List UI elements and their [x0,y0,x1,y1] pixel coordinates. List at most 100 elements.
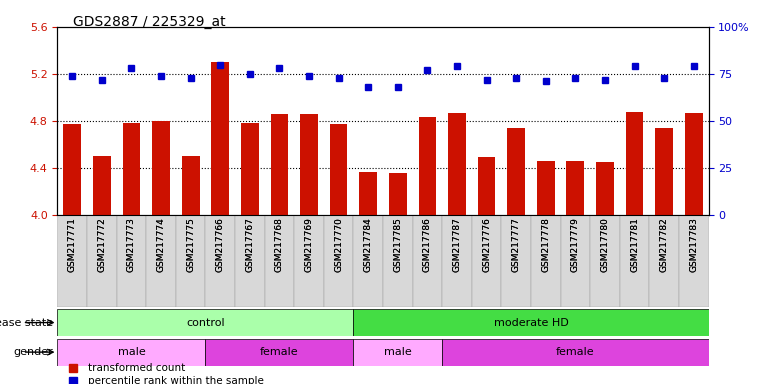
Bar [537,161,555,215]
Bar [152,121,170,215]
Text: GSM217779: GSM217779 [571,217,580,272]
Bar [264,215,294,307]
Bar [211,62,229,215]
Text: male: male [384,347,411,357]
Text: GSM217781: GSM217781 [630,217,639,272]
Bar [626,111,643,215]
Bar [478,157,496,215]
Text: GSM217783: GSM217783 [689,217,699,272]
Text: GSM217779: GSM217779 [571,217,580,272]
Bar [590,215,620,307]
Text: male: male [117,347,146,357]
Bar [57,339,205,366]
Bar [353,309,709,336]
Bar [270,114,288,215]
Bar [655,128,673,215]
Bar [413,215,442,307]
Text: GSM217777: GSM217777 [512,217,521,272]
Text: GSM217775: GSM217775 [186,217,195,272]
Bar [294,215,324,307]
Bar [507,128,525,215]
Bar [57,309,353,336]
Text: GSM217769: GSM217769 [305,217,313,272]
Text: GSM217781: GSM217781 [630,217,639,272]
Bar [567,161,584,215]
Bar [359,172,377,215]
Bar [442,215,472,307]
Bar [123,123,140,215]
Bar [353,215,383,307]
Bar [116,215,146,307]
Text: GDS2887 / 225329_at: GDS2887 / 225329_at [73,15,225,29]
Bar [57,215,87,307]
Text: female: female [556,347,594,357]
Bar [87,215,116,307]
Text: moderate HD: moderate HD [493,318,568,328]
Text: gender: gender [14,347,54,357]
Bar [64,124,81,215]
Text: GSM217775: GSM217775 [186,217,195,272]
Text: GSM217784: GSM217784 [364,217,373,271]
Text: control: control [186,318,224,328]
Bar [205,215,235,307]
Bar [241,123,259,215]
Bar [531,215,561,307]
Bar [176,215,205,307]
Text: GSM217785: GSM217785 [393,217,402,272]
Text: GSM217768: GSM217768 [275,217,284,272]
Text: GSM217768: GSM217768 [275,217,284,272]
Bar [472,215,502,307]
Text: GSM217786: GSM217786 [423,217,432,272]
Text: GSM217778: GSM217778 [542,217,550,272]
Text: GSM217777: GSM217777 [512,217,521,272]
Bar [353,339,442,366]
Text: GSM217771: GSM217771 [67,217,77,272]
Text: GSM217782: GSM217782 [660,217,669,271]
Text: GSM217772: GSM217772 [97,217,106,271]
Text: GSM217776: GSM217776 [482,217,491,272]
Bar [93,156,111,215]
Text: female: female [260,347,299,357]
Bar [418,118,437,215]
Bar [685,113,702,215]
Text: GSM217774: GSM217774 [156,217,165,271]
Bar [182,156,199,215]
Text: GSM217772: GSM217772 [97,217,106,271]
Text: disease state: disease state [0,318,54,328]
Text: GSM217769: GSM217769 [305,217,313,272]
Bar [389,173,407,215]
Text: GSM217784: GSM217784 [364,217,373,271]
Bar [329,124,348,215]
Text: GSM217787: GSM217787 [453,217,461,272]
Bar [620,215,650,307]
Text: GSM217766: GSM217766 [216,217,224,272]
Text: GSM217773: GSM217773 [127,217,136,272]
Text: GSM217782: GSM217782 [660,217,669,271]
Text: GSM217770: GSM217770 [334,217,343,272]
Text: GSM217771: GSM217771 [67,217,77,272]
Bar [448,113,466,215]
Text: GSM217773: GSM217773 [127,217,136,272]
Bar [146,215,176,307]
Bar [502,215,531,307]
Bar [383,215,413,307]
Text: GSM217780: GSM217780 [601,217,610,272]
Bar [679,215,709,307]
Text: GSM217787: GSM217787 [453,217,461,272]
Text: GSM217786: GSM217786 [423,217,432,272]
Bar [442,339,709,366]
Text: GSM217770: GSM217770 [334,217,343,272]
Bar [300,114,318,215]
Text: GSM217767: GSM217767 [245,217,254,272]
Legend: transformed count, percentile rank within the sample: transformed count, percentile rank withi… [63,363,264,384]
Bar [235,215,264,307]
Text: GSM217785: GSM217785 [393,217,402,272]
Text: GSM217766: GSM217766 [216,217,224,272]
Text: GSM217767: GSM217767 [245,217,254,272]
Text: GSM217780: GSM217780 [601,217,610,272]
Bar [205,339,353,366]
Bar [561,215,590,307]
Bar [596,162,614,215]
Bar [324,215,353,307]
Text: GSM217778: GSM217778 [542,217,550,272]
